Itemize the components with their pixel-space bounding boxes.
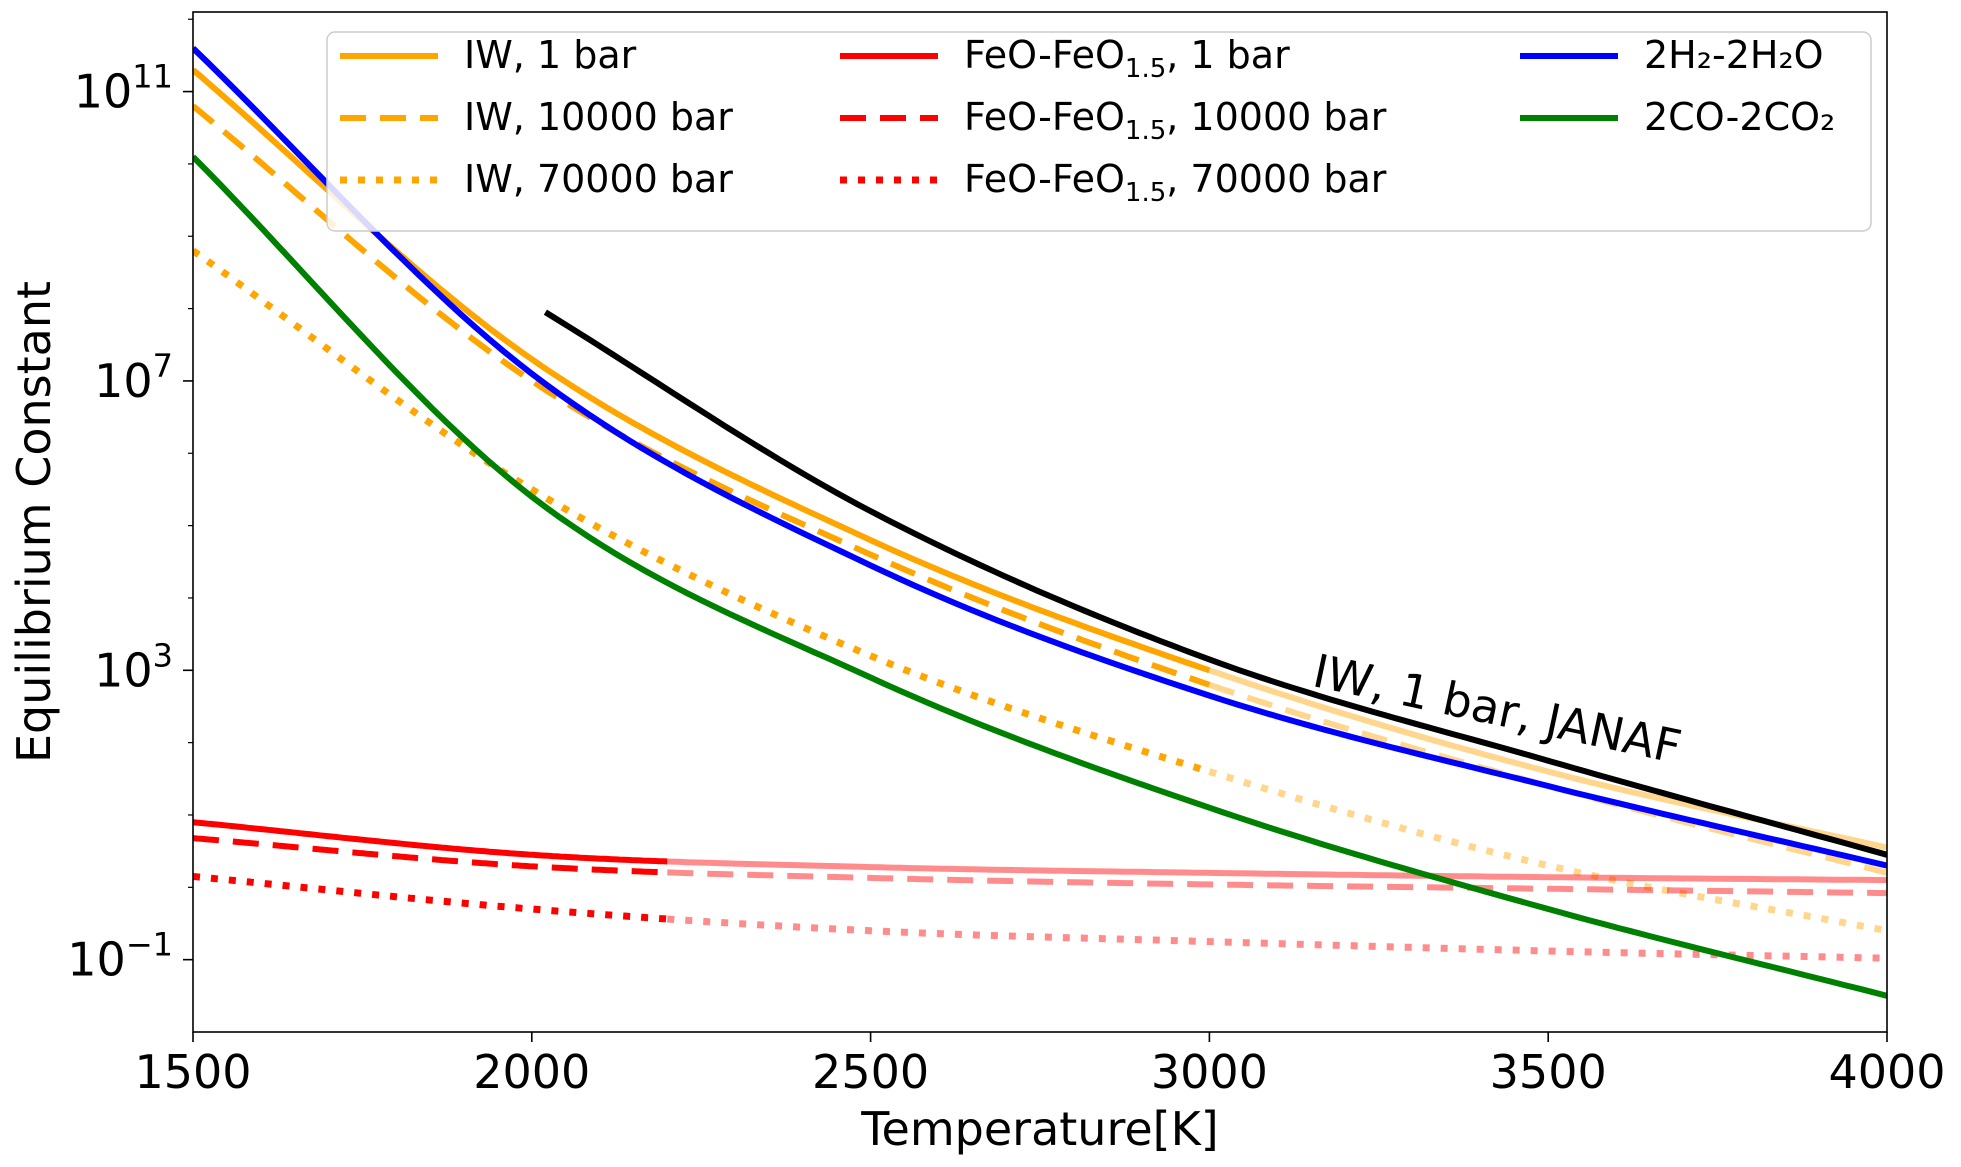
x-tick-label: 4000 xyxy=(1828,1045,1945,1099)
series-line-co-co2 xyxy=(193,154,1887,999)
series-line-h2-h2o xyxy=(193,46,1887,869)
y-tick-label: 1011 xyxy=(74,58,173,119)
legend-label-iw-1e4: IW, 10000 bar xyxy=(464,95,733,139)
plot-frame xyxy=(192,11,1888,1033)
x-tick-label: 3000 xyxy=(1151,1045,1268,1099)
legend-label-iw-1: IW, 1 bar xyxy=(464,33,637,77)
legend-label-h2-h2o: 2H₂-2H₂O xyxy=(1644,33,1824,77)
series-line-feo-1-faded xyxy=(667,858,1887,884)
x-tick-label: 2000 xyxy=(473,1045,590,1099)
x-tick-label: 2500 xyxy=(812,1045,929,1099)
y-axis-label: Equilibrium Constant xyxy=(7,281,61,763)
legend-label-iw-7e4: IW, 70000 bar xyxy=(464,157,733,201)
legend-label-feo-7e4: FeO-FeO1.5, 70000 bar xyxy=(964,157,1387,208)
x-tick-label: 3500 xyxy=(1490,1045,1607,1099)
legend-label-co-co2: 2CO-2CO₂ xyxy=(1644,95,1835,139)
series-line-feo-1e4-faded xyxy=(667,869,1887,897)
x-tick-label: 1500 xyxy=(134,1045,251,1099)
legend: IW, 1 bar IW, 10000 bar IW, 70000 bar FeO-F… xyxy=(326,31,1872,232)
series-line-iw-janaf xyxy=(543,309,1887,858)
series-line-iw-1e4 xyxy=(193,103,1211,688)
series-line-feo-7e4 xyxy=(193,873,668,923)
y-tick-label: 103 xyxy=(94,636,173,697)
legend-box xyxy=(326,31,1872,232)
y-tick-label: 10−1 xyxy=(67,926,173,987)
legend-label-feo-1: FeO-FeO1.5, 1 bar xyxy=(964,33,1290,84)
legend-label-feo-1e4: FeO-FeO1.5, 10000 bar xyxy=(964,95,1387,146)
series-line-iw-7e4-faded xyxy=(1208,768,1887,935)
series-line-iw-7e4 xyxy=(193,247,1211,775)
series-line-feo-1 xyxy=(193,819,668,865)
x-axis-label: Temperature[K] xyxy=(860,1102,1218,1156)
y-tick-label: 107 xyxy=(94,347,173,408)
series-line-feo-7e4-faded xyxy=(667,915,1887,962)
